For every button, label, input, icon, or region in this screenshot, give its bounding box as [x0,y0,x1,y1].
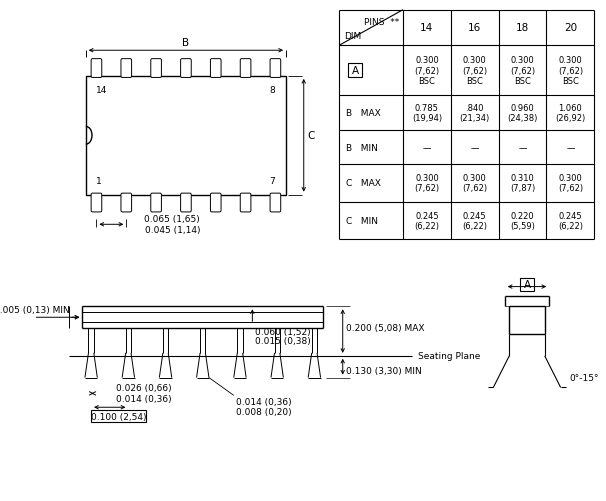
Text: B: B [182,38,190,48]
Text: 0.300
(7,62): 0.300 (7,62) [415,174,439,193]
FancyBboxPatch shape [121,60,132,78]
Text: B   MIN: B MIN [346,143,378,152]
Text: 0.014 (0,36): 0.014 (0,36) [236,397,292,406]
Text: 16: 16 [468,24,481,34]
FancyBboxPatch shape [181,194,191,212]
Text: 0.026 (0,66): 0.026 (0,66) [116,383,171,392]
Text: 0.300
(7,62)
BSC: 0.300 (7,62) BSC [462,56,487,86]
Text: 0.130 (3,30) MIN: 0.130 (3,30) MIN [346,366,422,375]
Text: 0.300
(7,62): 0.300 (7,62) [462,174,487,193]
FancyBboxPatch shape [121,194,132,212]
Text: 0.300
(7,62)
BSC: 0.300 (7,62) BSC [510,56,535,86]
Text: 0.245
(6,22): 0.245 (6,22) [462,211,487,230]
Text: —: — [470,143,479,152]
Text: 0.008 (0,20): 0.008 (0,20) [236,407,292,416]
Text: 18: 18 [516,24,529,34]
Text: Seating Plane: Seating Plane [418,352,481,361]
FancyBboxPatch shape [181,60,191,78]
Text: 0.300
(7,62): 0.300 (7,62) [558,174,583,193]
Text: 0.200 (5,08) MAX: 0.200 (5,08) MAX [346,323,425,332]
Bar [91,410,146,422]
Text: 7: 7 [270,177,275,186]
Text: 0.245
(6,22): 0.245 (6,22) [415,211,439,230]
Text: 0.060 (1,52): 0.060 (1,52) [255,327,311,336]
Text: 0.045 (1,14): 0.045 (1,14) [145,225,200,234]
FancyBboxPatch shape [270,60,281,78]
Text: 0.100 (2,54): 0.100 (2,54) [91,412,146,421]
Text: 0.245
(6,22): 0.245 (6,22) [558,211,583,230]
Text: —: — [423,143,431,152]
Bar [520,278,534,291]
Text: 0.300
(7,62)
BSC: 0.300 (7,62) BSC [558,56,583,86]
Text: .840
(21,34): .840 (21,34) [459,104,490,123]
Text: 0.960
(24,38): 0.960 (24,38) [507,104,538,123]
Text: 0.065 (1,65): 0.065 (1,65) [144,214,200,223]
Text: DIM: DIM [344,32,362,41]
Text: 1.060
(26,92): 1.060 (26,92) [555,104,585,123]
Text: C: C [307,131,315,141]
Text: A: A [351,66,359,76]
Text: 0.005 (0,13) MIN: 0.005 (0,13) MIN [0,305,70,314]
Text: 0°-15°: 0°-15° [570,373,599,382]
Text: 0.015 (0,38): 0.015 (0,38) [255,337,311,346]
FancyBboxPatch shape [240,194,251,212]
Bar [348,64,362,78]
FancyBboxPatch shape [210,60,221,78]
Text: 0.300
(7,62)
BSC: 0.300 (7,62) BSC [415,56,439,86]
Text: C   MAX: C MAX [346,179,381,188]
FancyBboxPatch shape [270,194,281,212]
Text: —: — [566,143,574,152]
FancyBboxPatch shape [240,60,251,78]
Text: 0.785
(19,94): 0.785 (19,94) [412,104,442,123]
Text: A: A [524,279,530,289]
Text: 1: 1 [96,177,102,186]
Text: 8: 8 [270,86,275,95]
Text: 14: 14 [96,86,108,95]
Text: PINS  **: PINS ** [364,18,399,27]
FancyBboxPatch shape [151,194,161,212]
Text: —: — [518,143,527,152]
Text: C   MIN: C MIN [346,216,378,225]
Text: B   MAX: B MAX [346,109,381,118]
Text: 0.014 (0,36): 0.014 (0,36) [116,394,171,403]
FancyBboxPatch shape [91,194,102,212]
FancyBboxPatch shape [91,60,102,78]
Text: 14: 14 [420,24,433,34]
Text: 0.310
(7,87): 0.310 (7,87) [510,174,535,193]
Text: 20: 20 [564,24,577,34]
Bar [86,77,286,195]
FancyBboxPatch shape [210,194,221,212]
Text: 0.220
(5,59): 0.220 (5,59) [510,211,535,230]
FancyBboxPatch shape [151,60,161,78]
